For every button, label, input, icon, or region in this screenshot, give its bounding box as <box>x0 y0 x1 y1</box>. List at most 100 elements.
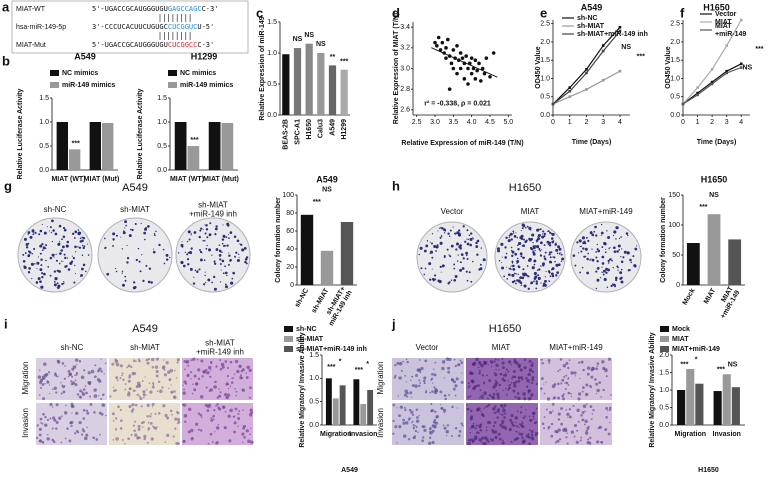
colony <box>561 257 565 261</box>
colony <box>526 265 529 267</box>
cell <box>610 394 612 396</box>
cell <box>55 420 59 424</box>
colony <box>498 260 501 262</box>
cell <box>157 412 161 415</box>
cell <box>495 390 498 392</box>
colony <box>431 256 434 259</box>
cell <box>105 414 107 417</box>
colony <box>596 243 599 246</box>
cell <box>43 362 47 366</box>
cell <box>547 359 551 363</box>
cell <box>396 407 398 409</box>
cell <box>535 382 539 386</box>
cell <box>240 370 243 373</box>
cell <box>460 380 464 384</box>
annotation: *** <box>717 367 725 374</box>
cell <box>404 389 409 394</box>
colony <box>34 263 36 265</box>
cell <box>393 376 397 379</box>
cell <box>418 359 421 361</box>
y-tick-label: 1.0 <box>659 387 669 394</box>
colony <box>600 223 603 226</box>
cell <box>133 429 136 433</box>
annotation: *** <box>637 53 645 60</box>
colony <box>32 233 35 236</box>
colony <box>440 235 443 237</box>
annotation: * <box>339 358 342 365</box>
colony <box>549 253 551 256</box>
cell <box>522 392 526 396</box>
colony <box>581 266 584 269</box>
colony <box>221 238 225 241</box>
colony <box>152 248 155 250</box>
cell <box>428 436 432 440</box>
cell <box>140 405 143 408</box>
cell <box>590 375 594 379</box>
cell <box>429 430 432 434</box>
cell <box>517 379 521 383</box>
cell <box>182 391 186 395</box>
colony <box>25 242 29 246</box>
cell <box>480 436 485 440</box>
cell <box>557 370 560 373</box>
cell <box>586 403 588 406</box>
cell <box>130 409 134 413</box>
cell <box>433 418 437 422</box>
colony <box>596 248 599 251</box>
cell <box>517 396 521 401</box>
colony <box>128 234 132 238</box>
colony <box>438 280 442 284</box>
cell <box>550 434 554 438</box>
cell <box>513 384 517 388</box>
cell <box>423 382 426 385</box>
cell <box>523 397 527 401</box>
cell <box>545 408 548 411</box>
colony <box>516 262 518 265</box>
cell <box>414 435 416 438</box>
point <box>585 88 588 91</box>
colony <box>515 232 517 234</box>
annotation: NS <box>316 41 326 48</box>
y-tick-label: 3.0 <box>400 65 410 72</box>
cell <box>494 373 498 377</box>
cell <box>417 368 421 372</box>
bar <box>208 122 221 170</box>
point <box>601 78 605 82</box>
bar <box>102 122 114 170</box>
point <box>710 80 714 84</box>
cell <box>245 429 249 433</box>
cell <box>584 410 586 413</box>
colony <box>510 246 513 249</box>
annotation: NS <box>728 362 738 369</box>
y-tick-label: 1.0 <box>540 75 550 82</box>
image-label: MIAT <box>521 207 540 216</box>
cell <box>63 411 68 415</box>
colony <box>456 260 459 262</box>
colony <box>465 254 468 257</box>
cell <box>535 407 538 410</box>
colony <box>548 260 552 264</box>
cell <box>590 418 593 421</box>
cell <box>454 384 458 388</box>
colony <box>610 284 613 288</box>
image-title: H1650 <box>509 182 541 194</box>
cell <box>398 424 402 429</box>
cell <box>508 383 511 387</box>
cell <box>595 382 599 386</box>
cell <box>398 414 401 418</box>
colony <box>531 233 535 237</box>
cell <box>44 382 46 385</box>
colony <box>557 245 561 249</box>
cell <box>535 431 539 436</box>
bar <box>89 122 101 170</box>
cell <box>530 436 534 440</box>
point <box>447 54 452 58</box>
cell <box>598 381 602 384</box>
cell <box>540 377 544 380</box>
colony <box>518 241 522 246</box>
cell <box>491 363 493 365</box>
transwell-field <box>540 358 612 400</box>
x-tick-label: 0 <box>681 119 685 126</box>
cell <box>586 372 590 376</box>
